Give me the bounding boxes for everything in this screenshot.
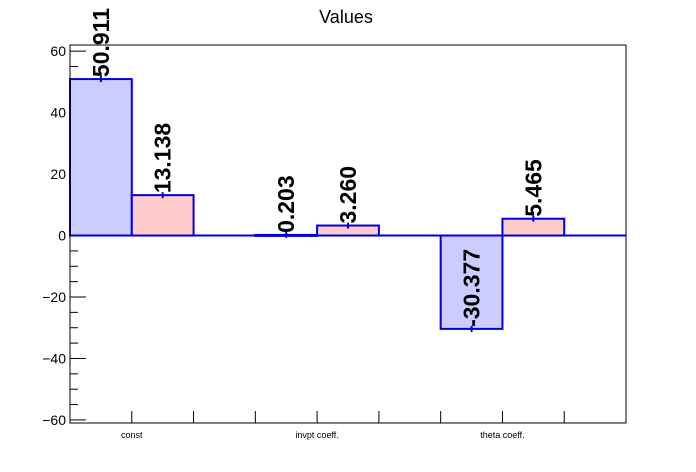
y-tick-label: 0 [58,228,66,244]
y-tick-label: −20 [42,289,66,305]
y-tick-label: 40 [50,105,66,121]
bar [130,194,195,237]
x-category-label: theta coeff. [480,430,524,440]
value-label: 13.138 [150,123,176,194]
bar [69,78,133,237]
value-label: -30.377 [459,249,485,327]
x-category-label: const [121,430,143,440]
plot-frame [69,44,627,424]
y-tick-label: −40 [42,350,66,366]
y-tick-label: −60 [42,412,66,428]
value-label: 3.260 [335,166,361,224]
value-label: 50.911 [88,8,114,77]
chart-title: Values [319,7,373,27]
value-label: 0.203 [273,175,299,233]
y-tick-label: 60 [50,43,66,59]
value-label: 5.465 [520,159,546,217]
y-tick-label: 20 [50,166,66,182]
x-category-label: invpt coeff. [295,430,338,440]
